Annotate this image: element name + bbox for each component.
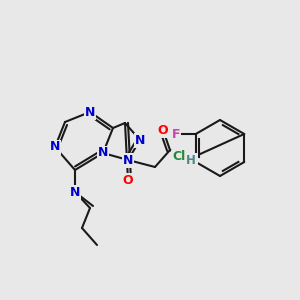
Text: N: N — [123, 154, 133, 166]
Text: N: N — [85, 106, 95, 118]
Text: F: F — [172, 128, 180, 140]
Text: O: O — [158, 124, 168, 136]
Text: N: N — [50, 140, 60, 154]
Text: O: O — [123, 173, 133, 187]
Text: N: N — [98, 146, 108, 160]
Text: Cl: Cl — [172, 151, 185, 164]
Text: N: N — [135, 134, 145, 146]
Text: NH: NH — [177, 154, 197, 166]
Text: N: N — [70, 185, 80, 199]
